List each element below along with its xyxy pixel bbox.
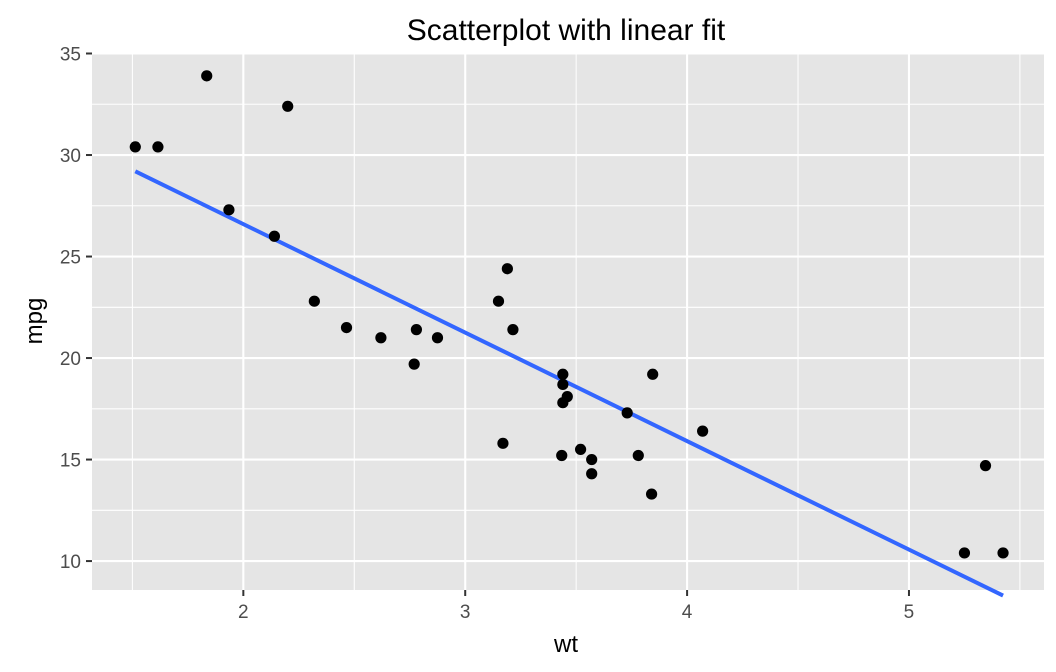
data-point	[501, 263, 513, 275]
data-point	[697, 425, 709, 437]
x-tick-label: 4	[682, 602, 693, 623]
data-point	[375, 332, 387, 344]
data-point	[223, 204, 235, 216]
data-point	[408, 358, 420, 370]
data-point	[647, 368, 659, 380]
data-point	[431, 332, 444, 344]
x-axis: 2 3 4 5	[238, 590, 914, 623]
x-tick-label: 2	[238, 602, 249, 623]
data-point	[129, 141, 141, 153]
chart-title: Scatterplot with linear fit	[407, 14, 726, 47]
minor-gridlines	[92, 53, 1044, 590]
data-point	[497, 437, 509, 449]
x-axis-title: wt	[553, 631, 578, 658]
y-tick-label: 30	[60, 146, 81, 167]
plot-panel	[92, 53, 1044, 590]
fit-layer	[134, 169, 1004, 598]
data-point	[201, 70, 213, 82]
data-point	[308, 295, 320, 307]
data-point	[557, 397, 569, 409]
x-tick-label: 3	[460, 602, 471, 623]
y-tick-label: 10	[60, 552, 81, 573]
major-gridlines	[92, 52, 1044, 590]
data-point	[492, 295, 505, 307]
data-point	[979, 460, 992, 472]
linear-fit-line	[134, 169, 1004, 598]
data-point	[586, 468, 598, 480]
y-axis: 10 15 20 25 30 35	[60, 45, 92, 573]
data-point	[282, 100, 294, 112]
data-point	[586, 453, 598, 466]
y-tick-label: 20	[60, 349, 81, 370]
data-point	[958, 547, 971, 559]
y-axis-title: mpg	[21, 298, 48, 345]
x-tick-label: 5	[904, 602, 915, 623]
data-point	[557, 378, 569, 391]
data-point	[645, 488, 658, 500]
data-point	[340, 321, 353, 334]
data-point	[152, 141, 164, 153]
data-point	[556, 449, 568, 462]
y-tick-label: 25	[60, 248, 81, 269]
data-point	[632, 449, 644, 462]
data-point	[507, 324, 519, 336]
data-point	[997, 547, 1009, 559]
y-tick-label: 15	[60, 451, 81, 472]
data-point	[574, 443, 587, 456]
data-point	[557, 368, 569, 380]
y-tick-label: 35	[60, 45, 81, 66]
points-layer	[129, 70, 1009, 559]
data-point	[410, 324, 423, 336]
data-point	[621, 407, 633, 419]
data-point	[268, 230, 281, 242]
